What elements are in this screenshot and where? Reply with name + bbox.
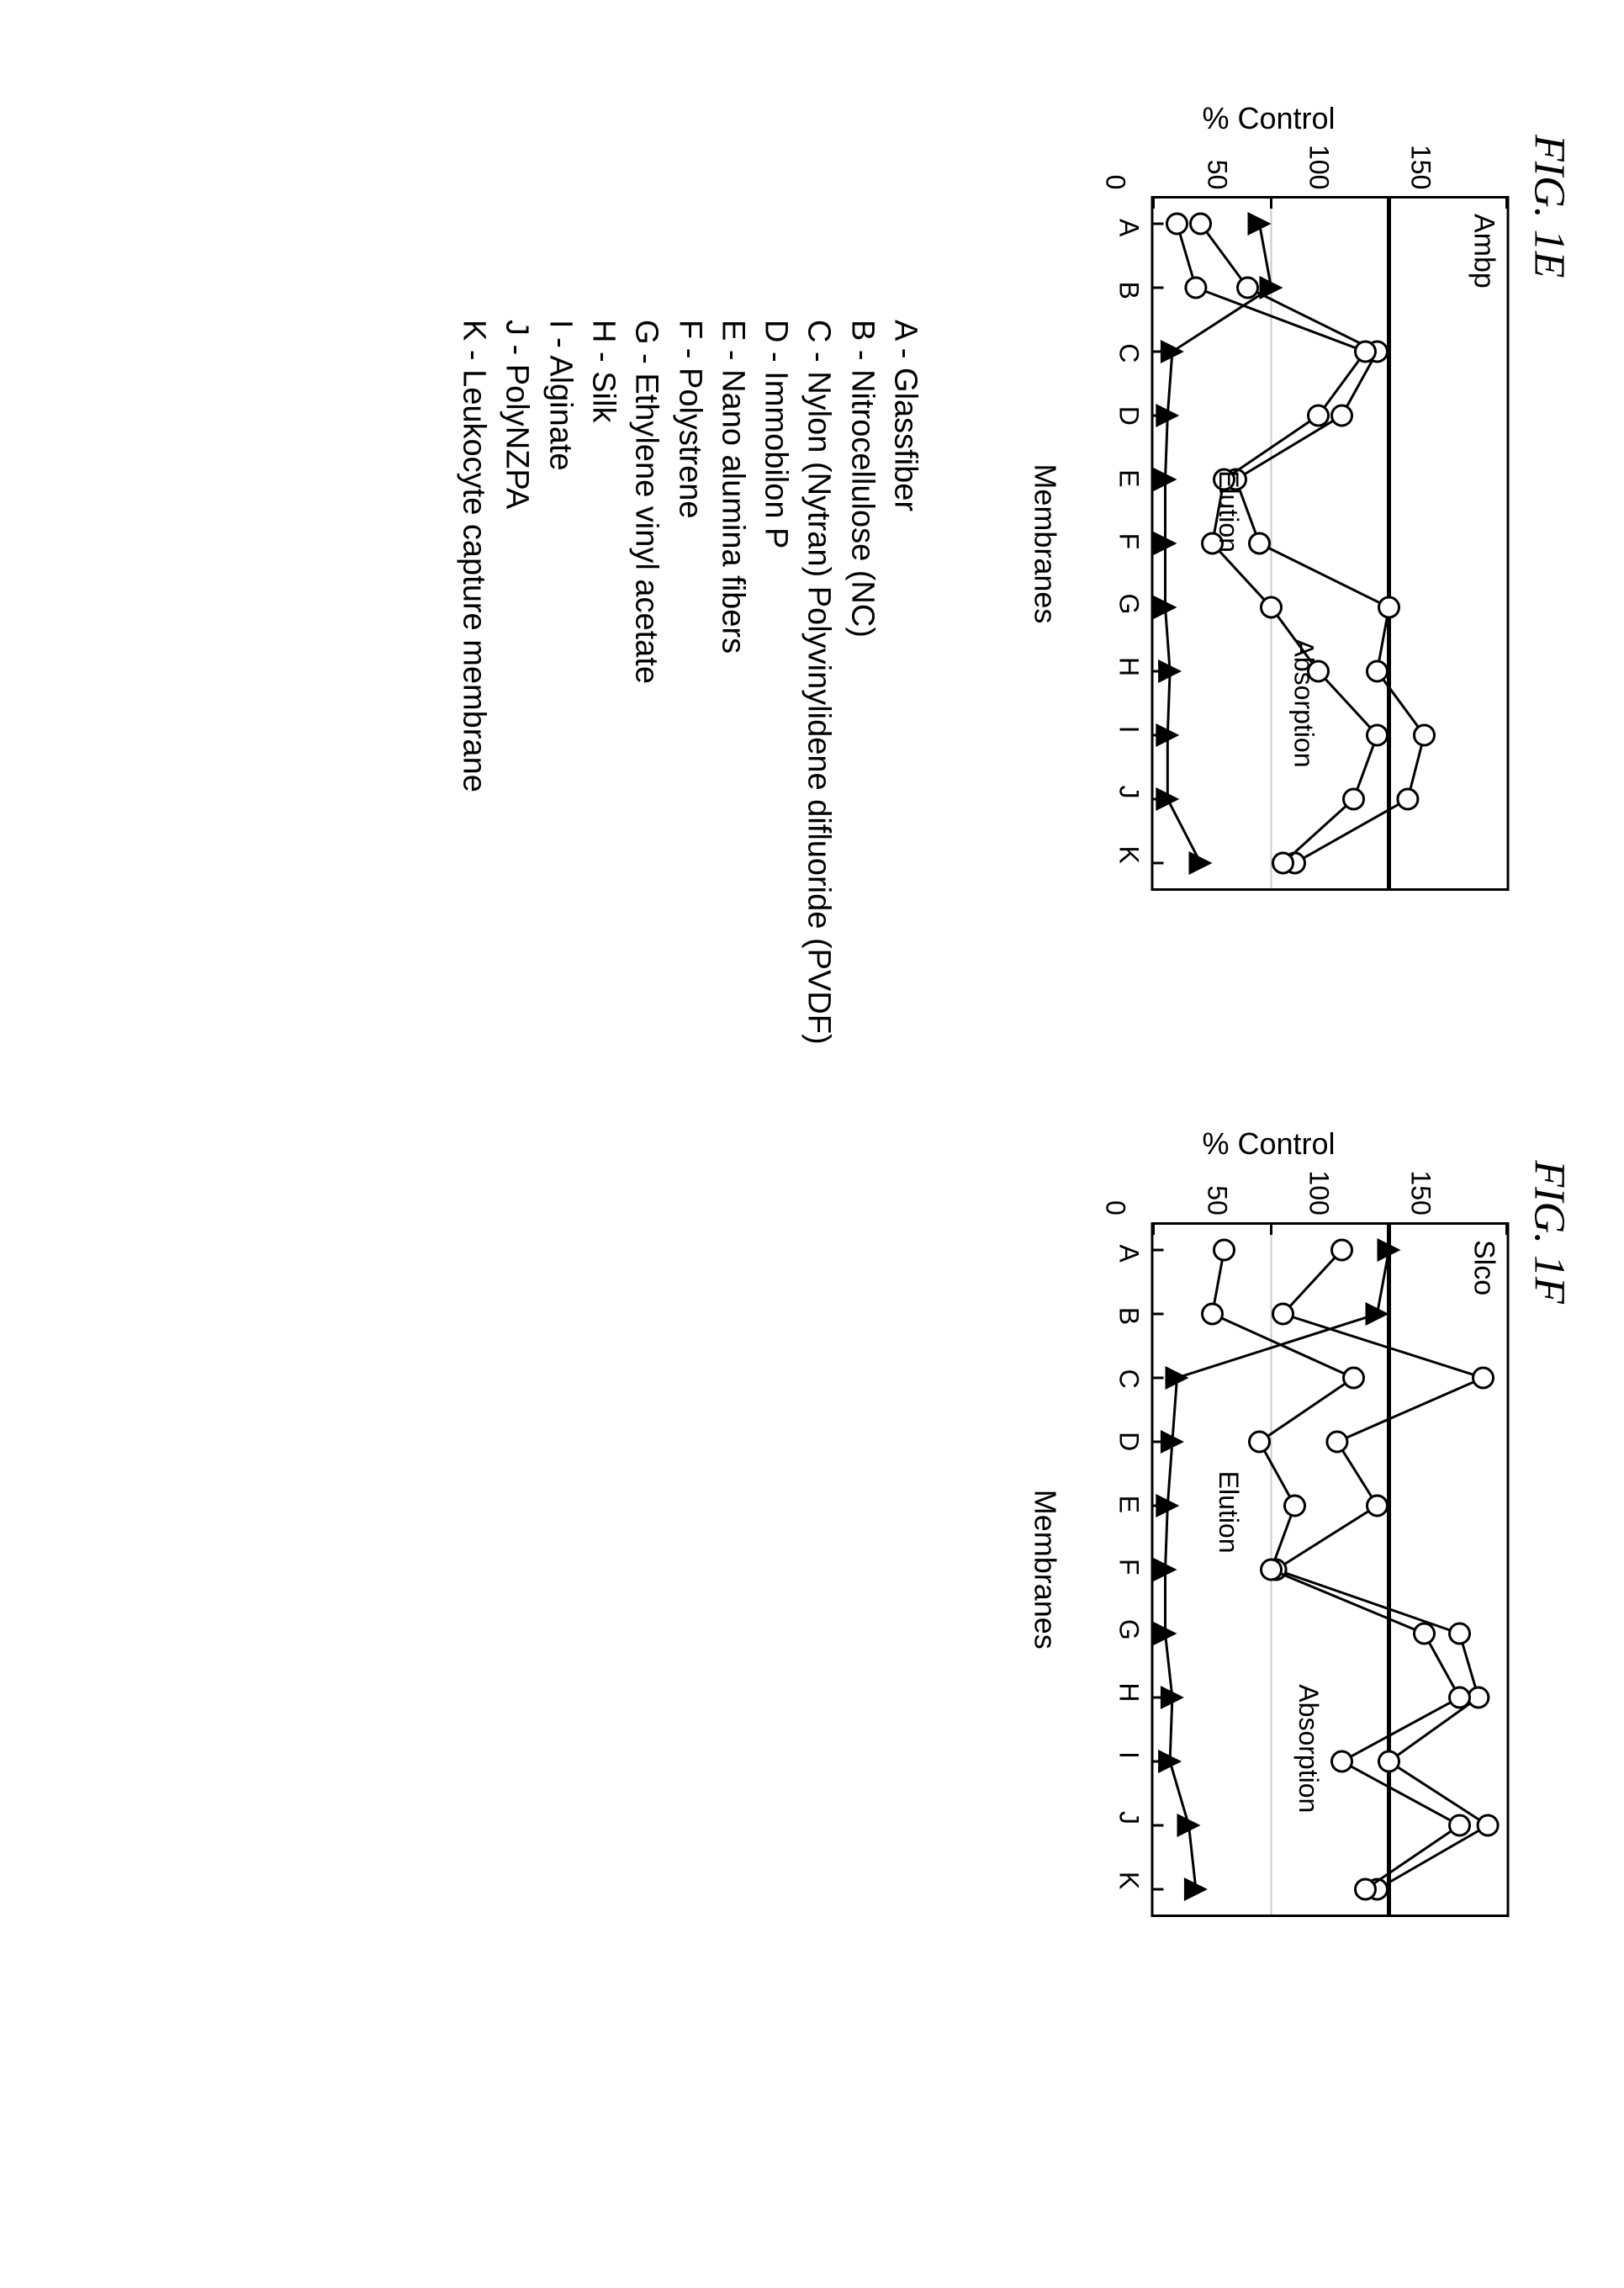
chart-left-yticks: 150 100 50 0 <box>1090 145 1447 189</box>
xtick: K <box>1113 824 1144 887</box>
xtick: G <box>1113 1598 1144 1661</box>
chart-left-ylabel: % Control <box>1201 101 1334 136</box>
figure-label-left: FIG. 1E <box>1524 135 1574 891</box>
xtick: B <box>1113 259 1144 322</box>
xtick: C <box>1113 321 1144 384</box>
xtick: B <box>1113 1284 1144 1348</box>
chart-left-plot-wrap: Ambp Absorption Elution ABCDEFGHIJK Membra… <box>1027 196 1509 891</box>
legend-item: B - Nitrocellulose (NC) <box>839 320 882 2187</box>
membrane-legend: A - GlassfiberB - Nitrocellulose (NC)C -… <box>452 320 926 2187</box>
chart-left-frame: Ambp Absorption Elution <box>1151 196 1509 891</box>
xtick: H <box>1113 1661 1144 1724</box>
xtick: D <box>1113 1410 1144 1473</box>
xtick: G <box>1113 573 1144 636</box>
legend-item: C - Nylon (Nytran) Polyvinylidene difluo… <box>796 320 839 2187</box>
xtick: E <box>1113 448 1144 511</box>
legend-item: K - Leukocyte capture membrane <box>452 320 495 2187</box>
chart-right-xlabel: Membranes <box>1027 1222 1062 1917</box>
chart-right-ylabel: % Control <box>1201 1126 1334 1162</box>
xtick: J <box>1113 1787 1144 1850</box>
legend-item: F - Polystrene <box>667 320 710 2187</box>
legend-item: I - Alginate <box>537 320 580 2187</box>
xtick: F <box>1113 1536 1144 1599</box>
legend-item: E - Nano alumina fibers <box>711 320 754 2187</box>
svg-text:Elution: Elution <box>1213 1470 1243 1553</box>
chart-right-block: FIG. 1F % Control 150 100 50 0 Slco Absor… <box>1027 1126 1574 1916</box>
chart-left-xlabel: Membranes <box>1027 196 1062 891</box>
page-root: FIG. 1E % Control 150 100 50 0 Ambp Absor… <box>0 0 1624 2288</box>
xtick: I <box>1113 1724 1144 1787</box>
ytick: 0 <box>1100 145 1131 189</box>
ytick: 100 <box>1304 1170 1335 1215</box>
chart-right-frame: Slco Absorption Elution <box>1151 1222 1509 1917</box>
ytick: 100 <box>1304 145 1335 189</box>
legend-item: H - Silk <box>581 320 624 2187</box>
ytick: 50 <box>1202 145 1233 189</box>
chart-left-xticks: ABCDEFGHIJK <box>1113 196 1144 886</box>
xtick: D <box>1113 384 1144 448</box>
chart-right-yticks: 150 100 50 0 <box>1090 1170 1447 1215</box>
chart-left-area: % Control 150 100 50 0 Ambp Absorption Elu… <box>1027 101 1509 891</box>
svg-text:Slco: Slco <box>1468 1240 1500 1295</box>
ytick: 0 <box>1100 1170 1131 1215</box>
ytick: 150 <box>1405 1170 1436 1215</box>
chart-right-area: % Control 150 100 50 0 Slco Absorption Elu… <box>1027 1126 1509 1916</box>
figure-label-right: FIG. 1F <box>1524 1160 1574 1916</box>
xtick: A <box>1113 196 1144 259</box>
legend-item: G - Ethylene vinyl acetate <box>624 320 667 2187</box>
chart-right-xticks: ABCDEFGHIJK <box>1113 1222 1144 1912</box>
legend-item: D - Immobilon P <box>754 320 796 2187</box>
xtick: H <box>1113 635 1144 698</box>
xtick: C <box>1113 1348 1144 1411</box>
xtick: F <box>1113 510 1144 573</box>
ytick: 150 <box>1405 145 1436 189</box>
xtick: A <box>1113 1222 1144 1285</box>
svg-text:Elution: Elution <box>1213 470 1243 553</box>
xtick: K <box>1113 1849 1144 1912</box>
charts-row: FIG. 1E % Control 150 100 50 0 Ambp Absor… <box>1027 101 1574 2187</box>
chart-left-svg: Ambp Absorption Elution <box>1153 199 1506 888</box>
chart-right-svg: Slco Absorption Elution <box>1153 1225 1506 1915</box>
chart-left-block: FIG. 1E % Control 150 100 50 0 Ambp Absor… <box>1027 101 1574 891</box>
legend-item: J - PolyNZPA <box>495 320 537 2187</box>
xtick: E <box>1113 1473 1144 1536</box>
xtick: J <box>1113 760 1144 824</box>
legend-item: A - Glassfiber <box>883 320 926 2187</box>
svg-text:Absorption: Absorption <box>1293 1684 1324 1813</box>
svg-text:Ambp: Ambp <box>1468 214 1500 289</box>
xtick: I <box>1113 698 1144 761</box>
ytick: 50 <box>1202 1170 1233 1215</box>
chart-right-plot-wrap: Slco Absorption Elution ABCDEFGHIJK Membra… <box>1027 1222 1509 1917</box>
svg-text:Absorption: Absorption <box>1288 639 1319 768</box>
